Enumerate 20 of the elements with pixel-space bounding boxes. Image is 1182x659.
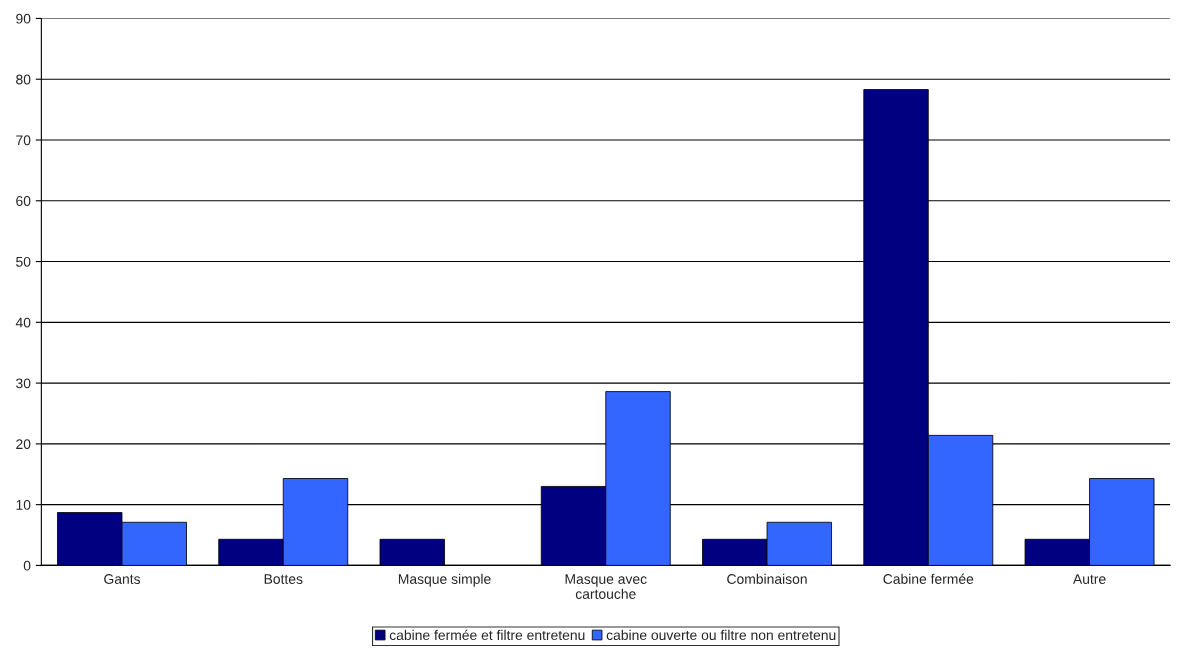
y-tick-label: 70 bbox=[16, 135, 31, 146]
x-tick-label: Bottes bbox=[264, 574, 303, 584]
x-tick-label: Gants bbox=[104, 574, 141, 584]
x-tick-label: Autre bbox=[1072, 574, 1106, 584]
x-tick-label: Masque simple bbox=[398, 573, 491, 587]
x-tick-label: Cabine fermée bbox=[883, 573, 974, 584]
y-tick-label: 80 bbox=[16, 74, 31, 85]
y-tick-label: 40 bbox=[15, 317, 31, 328]
y-tick-label: 90 bbox=[16, 13, 31, 24]
y-tick-label: 0 bbox=[23, 560, 31, 571]
legend-label: cabine fermée et filtre entretenu bbox=[389, 629, 585, 641]
y-tick-label: 50 bbox=[16, 256, 31, 267]
y-tick-label: 30 bbox=[16, 378, 31, 389]
y-tick-label: 20 bbox=[16, 439, 31, 450]
y-tick-label: 10 bbox=[16, 499, 31, 510]
x-tick-label: Masque avec cartouche bbox=[565, 574, 647, 599]
bar bbox=[379, 538, 445, 566]
legend-label: cabine ouverte ou filtre non entretenu bbox=[606, 629, 836, 641]
y-tick-label: 60 bbox=[16, 196, 31, 206]
x-tick-label: Combinaison bbox=[727, 573, 807, 584]
